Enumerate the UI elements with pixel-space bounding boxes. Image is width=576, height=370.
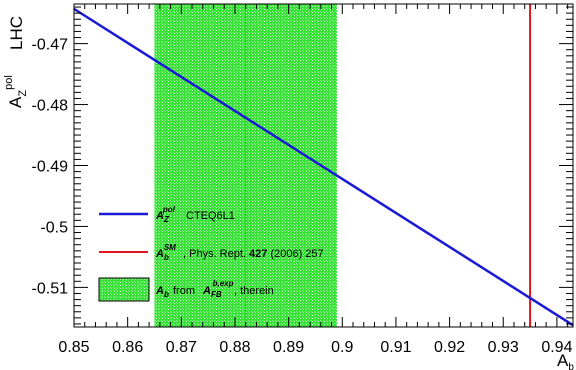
y-tick-label: -0.49	[32, 159, 69, 176]
legend-item-azpol: AZpol CTEQ6L1	[99, 205, 235, 224]
x-axis-title: Ab	[557, 351, 574, 370]
y-tick-label: -0.48	[32, 98, 69, 115]
y-tick-label: -0.51	[32, 280, 69, 297]
x-tick-label: 0.92	[434, 339, 465, 356]
azpol-series-line	[73, 7, 574, 327]
x-tick-label: 0.89	[273, 339, 304, 356]
x-tick-label: 0.91	[380, 339, 411, 356]
svg-text:Ab: Ab	[155, 285, 169, 299]
lhc-label: LHC	[7, 16, 26, 50]
svg-text:AbSM: AbSM	[155, 243, 176, 262]
x-tick-label: 0.85	[58, 339, 89, 356]
svg-text:AZpol: AZpol	[3, 75, 29, 108]
y-tick-label: -0.5	[40, 219, 68, 236]
svg-text:AZpol: AZpol	[155, 205, 176, 224]
legend-swatch-ab-band	[98, 277, 150, 302]
x-tick-label: 0.93	[488, 339, 519, 356]
legend: AZpol CTEQ6L1 AbSM , Phys. Rept. 427 (20…	[98, 205, 324, 302]
x-tick-label: 0.87	[166, 339, 197, 356]
x-tick-label: 0.94	[541, 339, 572, 356]
y-axis-ticks: -0.47 -0.48 -0.49 -0.5 -0.51	[32, 6, 573, 325]
legend-item-absm: AbSM , Phys. Rept. 427 (2006) 257	[99, 243, 324, 262]
legend-label-azpol: CTEQ6L1	[186, 210, 235, 222]
x-axis-ticks: 0.85 0.86 0.87 0.88 0.89 0.9 0.91 0.92 0.93 0.94	[58, 4, 573, 356]
y-axis-title: AZpol	[3, 75, 29, 108]
x-tick-label: 0.9	[331, 339, 353, 356]
svg-text:LHC: LHC	[7, 16, 26, 50]
y-tick-label: -0.47	[32, 37, 69, 54]
legend-item-ab-band: Ab from AFBb,exp , therein	[98, 277, 274, 302]
svg-text:AFBb,exp: AFBb,exp	[202, 279, 234, 299]
svg-text:from: from	[173, 285, 195, 297]
svg-text:, Phys. Rept. 427 (2006) 257: , Phys. Rept. 427 (2006) 257	[183, 248, 324, 260]
x-tick-label: 0.86	[112, 339, 143, 356]
x-tick-label: 0.88	[219, 339, 250, 356]
svg-text:, therein: , therein	[234, 285, 274, 297]
